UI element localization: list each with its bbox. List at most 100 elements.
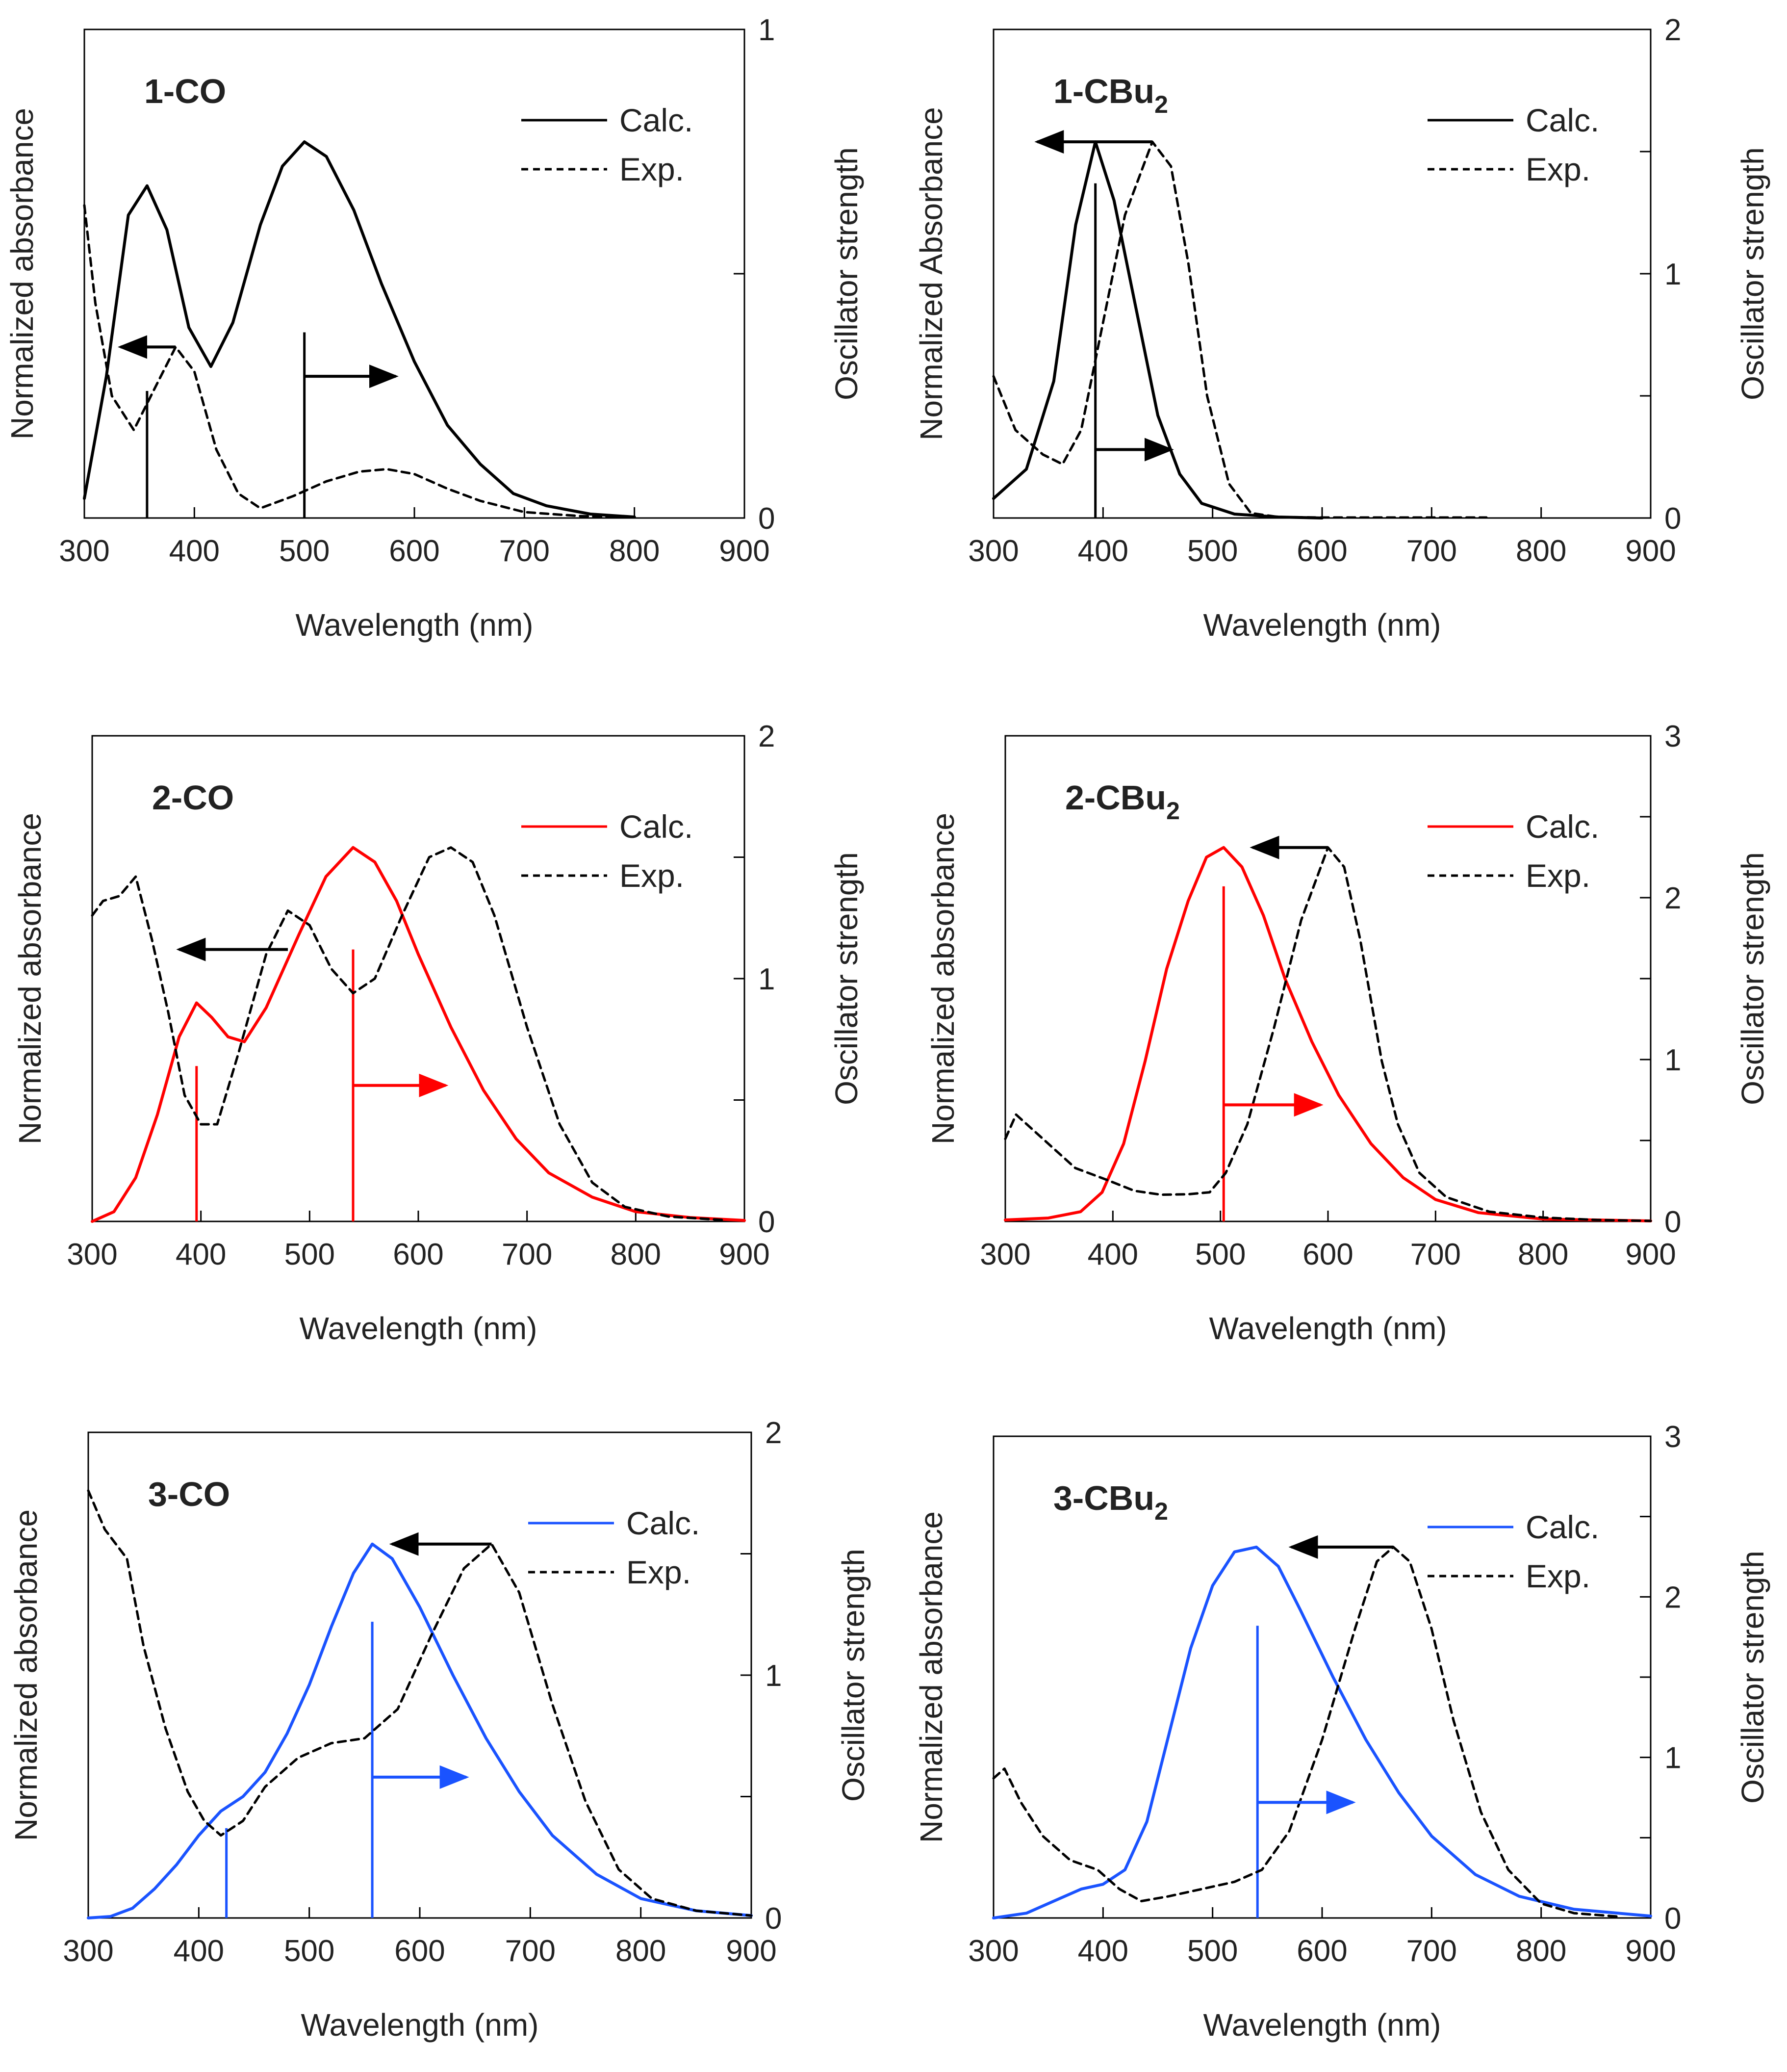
x-tick-label: 900 bbox=[1625, 1934, 1676, 1968]
x-tick-label: 800 bbox=[1516, 1934, 1566, 1968]
y2-tick-label: 2 bbox=[1664, 1580, 1681, 1614]
legend-calc-label: Calc. bbox=[1526, 808, 1599, 845]
legend-calc-label: Calc. bbox=[619, 808, 693, 845]
calc-spectrum-line bbox=[992, 140, 1324, 519]
legend-calc-label: Calc. bbox=[619, 102, 693, 138]
x-tick-label: 700 bbox=[499, 534, 550, 568]
x-axis-label: Wavelength (nm) bbox=[1209, 1311, 1447, 1346]
x-tick-label: 900 bbox=[719, 1238, 769, 1271]
y2-tick-label: 1 bbox=[758, 962, 775, 996]
panel-title-subscript: 2 bbox=[1166, 797, 1180, 825]
x-tick-label: 500 bbox=[1195, 1238, 1246, 1271]
panel-title: 1-CO bbox=[144, 72, 226, 110]
x-axis-label: Wavelength (nm) bbox=[300, 1311, 537, 1346]
x-tick-label: 800 bbox=[1516, 534, 1566, 568]
x-axis-label: Wavelength (nm) bbox=[1203, 2007, 1441, 2043]
x-tick-label: 900 bbox=[1625, 534, 1676, 568]
y2-tick-label: 3 bbox=[1664, 1420, 1681, 1454]
x-tick-label: 500 bbox=[279, 534, 330, 568]
legend-exp-label: Exp. bbox=[619, 151, 684, 187]
panel-title-subscript: 2 bbox=[1154, 91, 1168, 118]
x-axis-label: Wavelength (nm) bbox=[296, 607, 534, 643]
x-tick-label: 800 bbox=[1518, 1238, 1568, 1271]
y2-tick-label: 0 bbox=[758, 502, 775, 536]
panel-title-main: 3-CO bbox=[148, 1475, 230, 1513]
y2-tick-label: 2 bbox=[758, 720, 775, 753]
x-tick-label: 300 bbox=[980, 1238, 1030, 1271]
legend-calc-label: Calc. bbox=[1526, 102, 1599, 138]
x-tick-label: 500 bbox=[1187, 1934, 1238, 1968]
x-tick-label: 700 bbox=[502, 1238, 552, 1271]
legend-exp-label: Exp. bbox=[1526, 857, 1590, 894]
y2-tick-label: 1 bbox=[758, 13, 775, 47]
y2-tick-label: 1 bbox=[1664, 1741, 1681, 1775]
y2-axis-label: Oscillator strength bbox=[836, 1549, 871, 1802]
legend-calc-label: Calc. bbox=[1526, 1509, 1599, 1545]
y2-tick-label: 0 bbox=[758, 1205, 775, 1239]
x-tick-label: 300 bbox=[67, 1238, 117, 1271]
x-tick-label: 500 bbox=[1187, 534, 1238, 568]
y2-tick-label: 0 bbox=[1664, 502, 1681, 536]
calc-spectrum-line bbox=[992, 1545, 1652, 1919]
x-tick-label: 700 bbox=[1406, 534, 1457, 568]
legend-exp-label: Exp. bbox=[626, 1554, 691, 1590]
exp-spectrum-line bbox=[992, 140, 1488, 519]
panel-title-main: 1-CO bbox=[144, 72, 226, 110]
x-axis-label: Wavelength (nm) bbox=[301, 2007, 539, 2043]
exp-spectrum-line bbox=[91, 846, 724, 1221]
calc-spectrum-line bbox=[83, 140, 636, 518]
exp-spectrum-line bbox=[83, 204, 636, 519]
x-tick-label: 800 bbox=[611, 1238, 661, 1271]
x-tick-label: 400 bbox=[1078, 1934, 1128, 1968]
x-tick-label: 600 bbox=[1297, 1934, 1347, 1968]
x-tick-label: 800 bbox=[609, 534, 660, 568]
y-axis-label: Normalized absorbance bbox=[12, 813, 48, 1144]
x-tick-label: 600 bbox=[1302, 1238, 1353, 1271]
y2-axis-label: Oscillator strength bbox=[829, 852, 864, 1105]
calc-spectrum-line bbox=[91, 846, 746, 1223]
x-tick-label: 900 bbox=[726, 1934, 776, 1968]
x-tick-label: 400 bbox=[1078, 534, 1128, 568]
x-tick-label: 300 bbox=[968, 534, 1019, 568]
x-tick-label: 900 bbox=[719, 534, 769, 568]
calc-spectrum-line bbox=[87, 1542, 753, 1919]
panel-title-main: 2-CO bbox=[152, 778, 234, 817]
x-tick-label: 600 bbox=[394, 1934, 445, 1968]
x-tick-label: 400 bbox=[174, 1934, 224, 1968]
y2-axis-label: Oscillator strength bbox=[1735, 1551, 1770, 1804]
x-tick-label: 600 bbox=[393, 1238, 443, 1271]
x-tick-label: 400 bbox=[176, 1238, 226, 1271]
y2-axis-label: Oscillator strength bbox=[829, 147, 864, 400]
panel-title-subscript: 2 bbox=[1154, 1498, 1168, 1525]
panel-title: 3-CBu2 bbox=[1053, 1479, 1168, 1525]
x-tick-label: 300 bbox=[63, 1934, 113, 1968]
y2-tick-label: 1 bbox=[1664, 258, 1681, 291]
y2-tick-label: 1 bbox=[1664, 1043, 1681, 1077]
panel-title-main: 2-CBu bbox=[1065, 778, 1166, 817]
x-tick-label: 600 bbox=[389, 534, 439, 568]
exp-spectrum-line bbox=[1004, 846, 1652, 1222]
legend-exp-label: Exp. bbox=[1526, 1558, 1590, 1594]
exp-spectrum-line bbox=[992, 1546, 1619, 1918]
x-tick-label: 800 bbox=[615, 1934, 666, 1968]
y2-axis-label: Oscillator strength bbox=[1735, 852, 1770, 1105]
panel-title-main: 1-CBu bbox=[1053, 72, 1154, 110]
x-tick-label: 500 bbox=[284, 1934, 334, 1968]
y-axis-label: Normalized absorbance bbox=[4, 108, 40, 440]
legend-calc-label: Calc. bbox=[626, 1505, 700, 1541]
panel-title: 2-CO bbox=[152, 778, 234, 817]
y2-tick-label: 0 bbox=[1664, 1205, 1681, 1239]
x-tick-label: 900 bbox=[1625, 1238, 1676, 1271]
x-tick-label: 700 bbox=[1406, 1934, 1457, 1968]
x-tick-label: 600 bbox=[1297, 534, 1347, 568]
y2-axis-label: Oscillator strength bbox=[1735, 147, 1770, 400]
x-tick-label: 700 bbox=[505, 1934, 556, 1968]
x-tick-label: 700 bbox=[1410, 1238, 1461, 1271]
